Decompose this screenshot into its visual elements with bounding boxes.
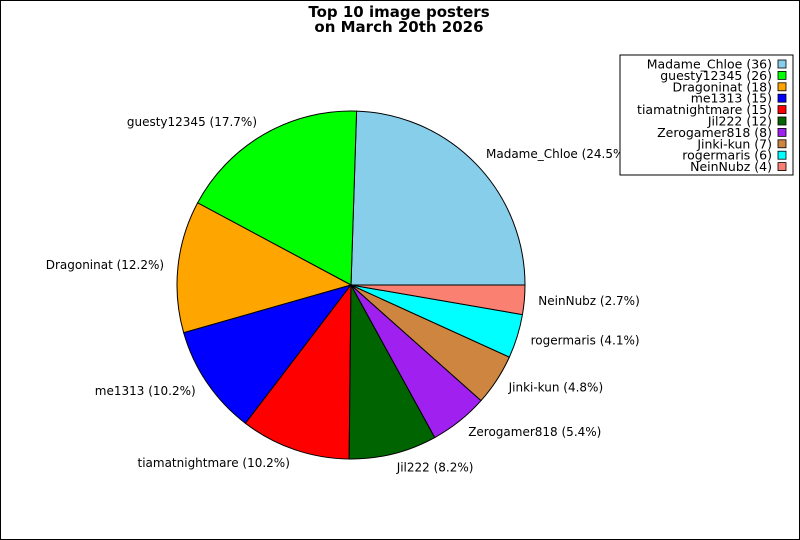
legend-entry: rogermaris (6) <box>682 148 772 163</box>
legend: Madame_Chloe (36)guesty12345 (26)Dragoni… <box>619 54 794 176</box>
slice-labels: Madame_Chloe (24.5%) guesty12345 (17.7%) D… <box>46 115 640 474</box>
legend-entry: tiamatnightmare (15) <box>637 102 772 117</box>
slice-label: guesty12345 (17.7%) <box>127 115 257 129</box>
chart-title: Top 10 image posters on March 20th 2026 <box>308 3 489 36</box>
slice-label: Jinki-kun (4.8%) <box>508 381 604 395</box>
legend-entry: Zerogamer818 (8) <box>657 125 772 140</box>
legend-swatch <box>777 59 787 69</box>
pie-slice <box>196 110 358 286</box>
legend-entry: Madame_Chloe (36) <box>647 57 772 72</box>
chart-title-line-1: Top 10 image posters <box>308 3 489 21</box>
legend-swatch <box>777 71 787 80</box>
slice-label: Dragoninat (12.2%) <box>46 258 164 272</box>
pie-slice <box>176 202 353 334</box>
legend-entry: Dragoninat (18) <box>672 79 772 94</box>
pie-slice <box>350 284 526 316</box>
legend-swatch <box>777 116 787 126</box>
slice-label: rogermaris (4.1%) <box>531 333 640 347</box>
legend-swatch <box>777 128 787 137</box>
pie-slice <box>348 283 436 460</box>
legend-swatch <box>777 93 787 103</box>
pie-slice <box>244 283 352 460</box>
slice-label: tiamatnightmare (10.2%) <box>137 456 289 470</box>
slice-label: me1313 (10.2%) <box>95 384 196 398</box>
chart-title-line-2: on March 20th 2026 <box>314 18 483 36</box>
legend-swatch <box>777 150 787 160</box>
legend-entry: me1313 (15) <box>691 91 772 106</box>
legend-swatch <box>777 105 787 114</box>
legend-swatch <box>777 162 787 172</box>
slice-label: Zerogamer818 (5.4%) <box>468 425 601 439</box>
legend-entry: Jinki-kun (7) <box>696 136 772 151</box>
legend-swatch <box>777 82 787 92</box>
pie-slice <box>350 110 526 286</box>
pie-slices <box>176 110 526 460</box>
legend-box <box>619 54 794 176</box>
slice-label: NeinNubz (2.7%) <box>538 294 639 308</box>
legend-entry: NeinNubz (4) <box>690 159 772 174</box>
slice-label: Madame_Chloe (24.5%) <box>486 147 629 161</box>
slice-label: Jil222 (8.2%) <box>396 460 474 474</box>
legend-entry: Jil222 (12) <box>707 114 772 129</box>
pie-slice <box>183 284 353 425</box>
legend-entry: guesty12345 (26) <box>660 68 772 83</box>
legend-swatch <box>777 139 787 149</box>
